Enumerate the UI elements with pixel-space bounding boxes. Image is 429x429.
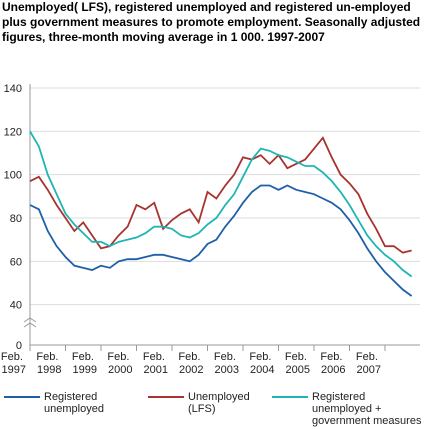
axis-break — [23, 317, 37, 328]
x-tick-label: Feb. 2004 — [249, 351, 274, 376]
x-tick-label: Feb. 2006 — [320, 351, 345, 376]
series-line — [29, 130, 413, 278]
x-tick-label: Feb. 1999 — [72, 351, 97, 376]
legend-label: Registered unemployed — [44, 391, 104, 415]
legend-label: Registered unemployed + government measu… — [312, 391, 422, 427]
x-tick-label: Feb. 2002 — [178, 351, 203, 376]
series-line — [29, 184, 413, 297]
series-line — [29, 136, 412, 254]
y-tick-label: 100 — [4, 170, 22, 182]
x-tick-label: Feb. 2005 — [285, 351, 310, 376]
chart-title: Unemployed( LFS), registered unemployed … — [2, 0, 421, 44]
y-tick-label: 60 — [10, 256, 22, 268]
x-tick-label: Feb. 2003 — [214, 351, 239, 376]
x-tick-label: Feb. 2000 — [107, 351, 132, 376]
y-tick-label: 80 — [10, 213, 22, 225]
y-tick-label: 140 — [4, 83, 22, 95]
y-tick-label: 40 — [10, 300, 22, 312]
y-tick-label: 120 — [4, 126, 22, 138]
legend-label: Unemployed (LFS) — [188, 391, 250, 415]
x-tick-label: Feb. 1997 — [1, 351, 26, 376]
x-tick-label: Feb. 2001 — [143, 351, 168, 376]
x-tick-label: Feb. 2007 — [356, 351, 381, 376]
y-tick-label: 0 — [16, 340, 22, 352]
x-tick-label: Feb. 1998 — [36, 351, 61, 376]
